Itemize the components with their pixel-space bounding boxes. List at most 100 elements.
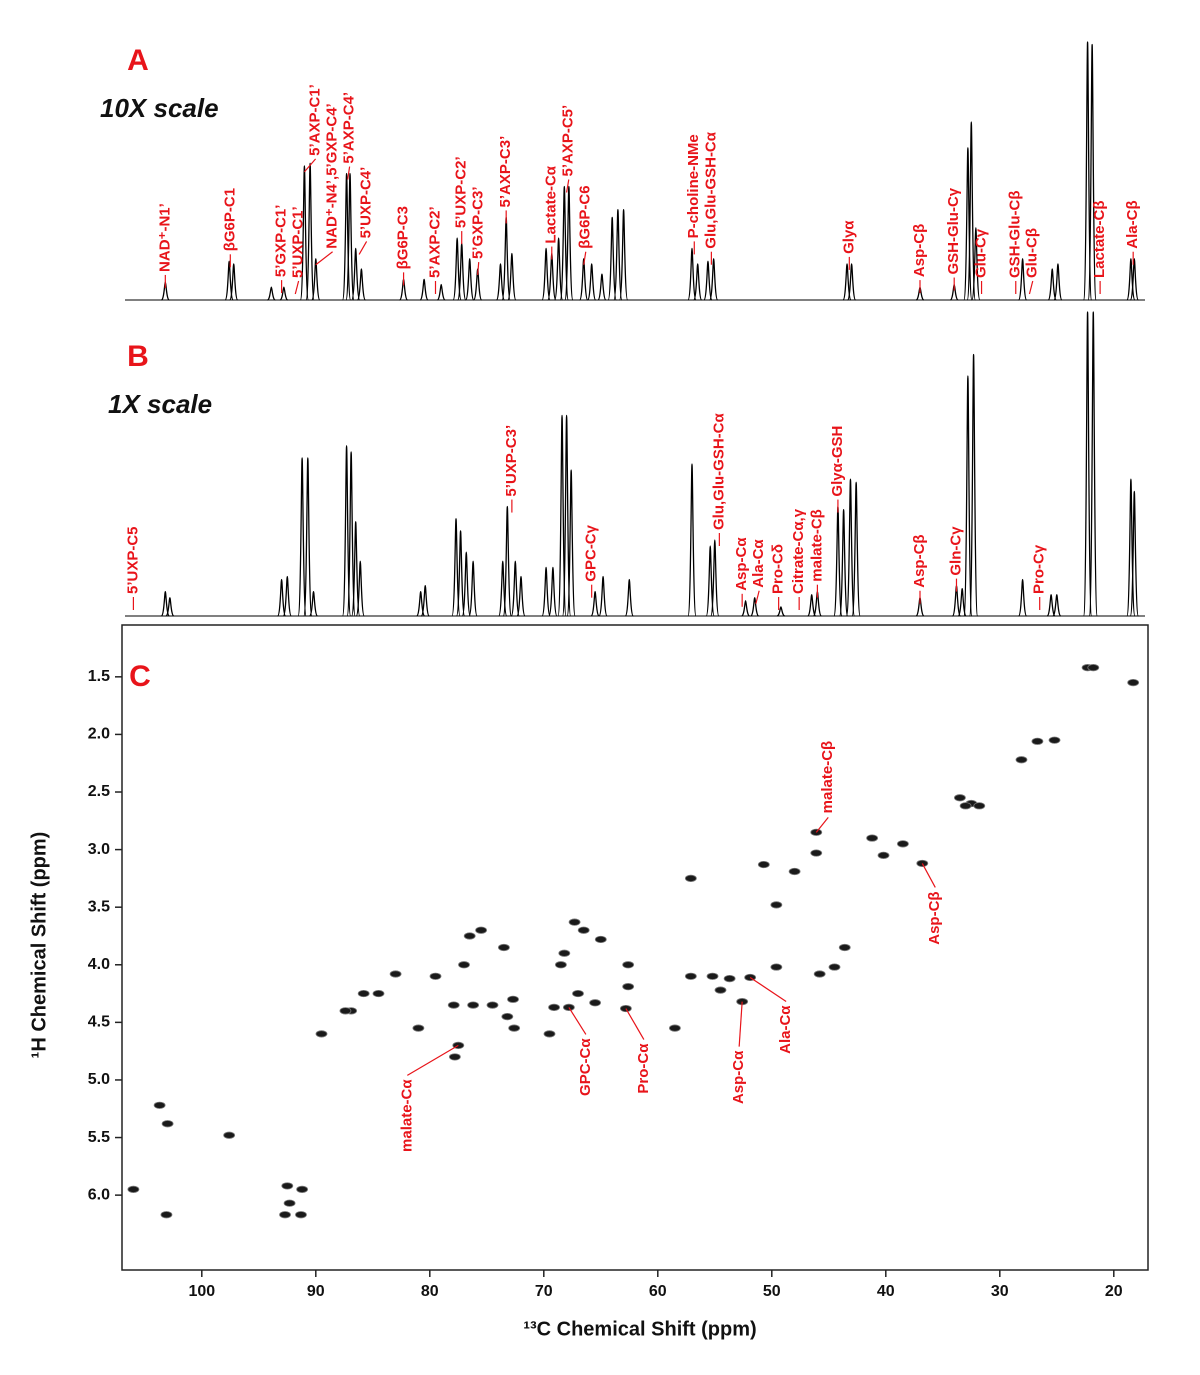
peak xyxy=(279,286,289,301)
cross-peak xyxy=(315,1030,328,1038)
leader-line xyxy=(738,1001,743,1047)
peak xyxy=(703,260,713,301)
peak xyxy=(308,591,319,617)
peak xyxy=(356,268,367,301)
peak xyxy=(1126,478,1136,617)
peak-label: Asp-Cβ xyxy=(911,534,928,587)
peak xyxy=(1082,311,1093,617)
cross-peak xyxy=(463,932,476,940)
peak xyxy=(963,147,973,301)
cross-peak xyxy=(281,1182,294,1190)
peak xyxy=(501,216,511,301)
peak-label: βG6P-C1 xyxy=(221,188,238,251)
cross-peak xyxy=(458,961,470,969)
peak-label: NAD⁺-N4’,5’GXP-C4’ xyxy=(324,103,341,248)
cross-peak xyxy=(389,970,402,978)
cross-peak xyxy=(706,972,719,980)
peak xyxy=(420,584,430,617)
peak xyxy=(1017,258,1028,301)
peak xyxy=(624,578,634,617)
peak xyxy=(1088,311,1098,617)
peak-label: Pro-Cγ xyxy=(1031,544,1048,594)
leader-line xyxy=(625,1008,645,1040)
peak xyxy=(687,247,697,301)
peak-label: 5’UXP-C5 xyxy=(124,526,141,594)
x-tick-label: 60 xyxy=(649,1283,667,1300)
peak xyxy=(966,121,976,301)
peak xyxy=(351,247,361,301)
peak xyxy=(838,508,849,617)
cross-peak xyxy=(959,802,972,810)
peak-label: Glu,Glu-GSH-Cα xyxy=(710,413,727,530)
y-tick-label: 5.0 xyxy=(88,1071,110,1088)
peak xyxy=(507,252,517,301)
peak xyxy=(1129,490,1139,617)
leader-line xyxy=(815,816,829,833)
cross-peak xyxy=(467,1001,480,1009)
plot-frame xyxy=(121,624,1149,1271)
peak xyxy=(468,560,478,617)
peak xyxy=(541,247,551,301)
peak xyxy=(971,227,981,301)
peak xyxy=(346,451,356,617)
cross-peak xyxy=(954,794,966,802)
peak xyxy=(436,283,446,301)
cross-peak xyxy=(497,943,510,952)
peak xyxy=(541,566,551,617)
peak xyxy=(465,258,475,301)
leader-line xyxy=(347,166,351,180)
cross-peak xyxy=(568,918,581,926)
cross-peak xyxy=(622,961,635,969)
cross-peak xyxy=(295,1211,307,1219)
peak-label: GPC-Cα xyxy=(577,1038,594,1096)
cross-peak xyxy=(594,935,607,944)
peak xyxy=(1053,263,1063,301)
cross-peak xyxy=(1087,664,1100,672)
peak xyxy=(957,587,967,617)
x-tick-label: 80 xyxy=(421,1283,439,1300)
cross-peak xyxy=(572,989,584,998)
peak xyxy=(299,165,310,301)
peak xyxy=(968,353,979,617)
scale-label: 10X scale xyxy=(100,93,219,123)
cross-peak xyxy=(757,860,770,869)
cross-peak xyxy=(475,926,488,934)
peak xyxy=(618,209,629,301)
peak xyxy=(548,566,558,617)
peak-label: 5’UXP-C2’ xyxy=(453,156,470,228)
peak-label: GSH-Glu-Cγ xyxy=(945,187,962,274)
peak xyxy=(598,575,608,617)
cross-peak xyxy=(153,1101,166,1109)
peak xyxy=(267,286,276,301)
peak xyxy=(590,591,600,617)
cross-peak xyxy=(973,802,986,810)
cross-peak xyxy=(577,926,590,934)
cross-peak xyxy=(669,1024,681,1032)
peak-label: Pro-Cα xyxy=(635,1043,652,1094)
peak xyxy=(351,521,361,617)
cross-peak xyxy=(589,999,601,1007)
peak xyxy=(845,478,856,617)
x-tick-label: 100 xyxy=(188,1283,215,1300)
peak xyxy=(710,539,720,617)
peak-label: Glu,Glu-GSH-Cα xyxy=(702,131,719,248)
peak xyxy=(776,606,786,617)
cross-peak xyxy=(486,1001,499,1009)
y-tick-label: 2.0 xyxy=(88,726,110,743)
peak-label: βG6P-C3 xyxy=(395,206,412,269)
leader-line xyxy=(755,590,760,604)
peak-label: Glyα xyxy=(840,220,857,254)
cross-peak xyxy=(877,851,890,859)
peak-label: Asp-Cβ xyxy=(911,224,928,277)
peak xyxy=(341,172,352,301)
cross-peak xyxy=(622,983,635,991)
cross-peak xyxy=(714,986,727,994)
peak xyxy=(693,263,703,301)
peak xyxy=(607,216,617,301)
peak-label: Glu-Cγ xyxy=(973,228,990,278)
cross-peak xyxy=(813,970,826,978)
cross-peak xyxy=(897,840,909,848)
peak-label: Asp-Cα xyxy=(730,1050,747,1104)
peak-label: 5’UXP-C4’ xyxy=(358,167,375,239)
cross-peak xyxy=(838,943,851,952)
